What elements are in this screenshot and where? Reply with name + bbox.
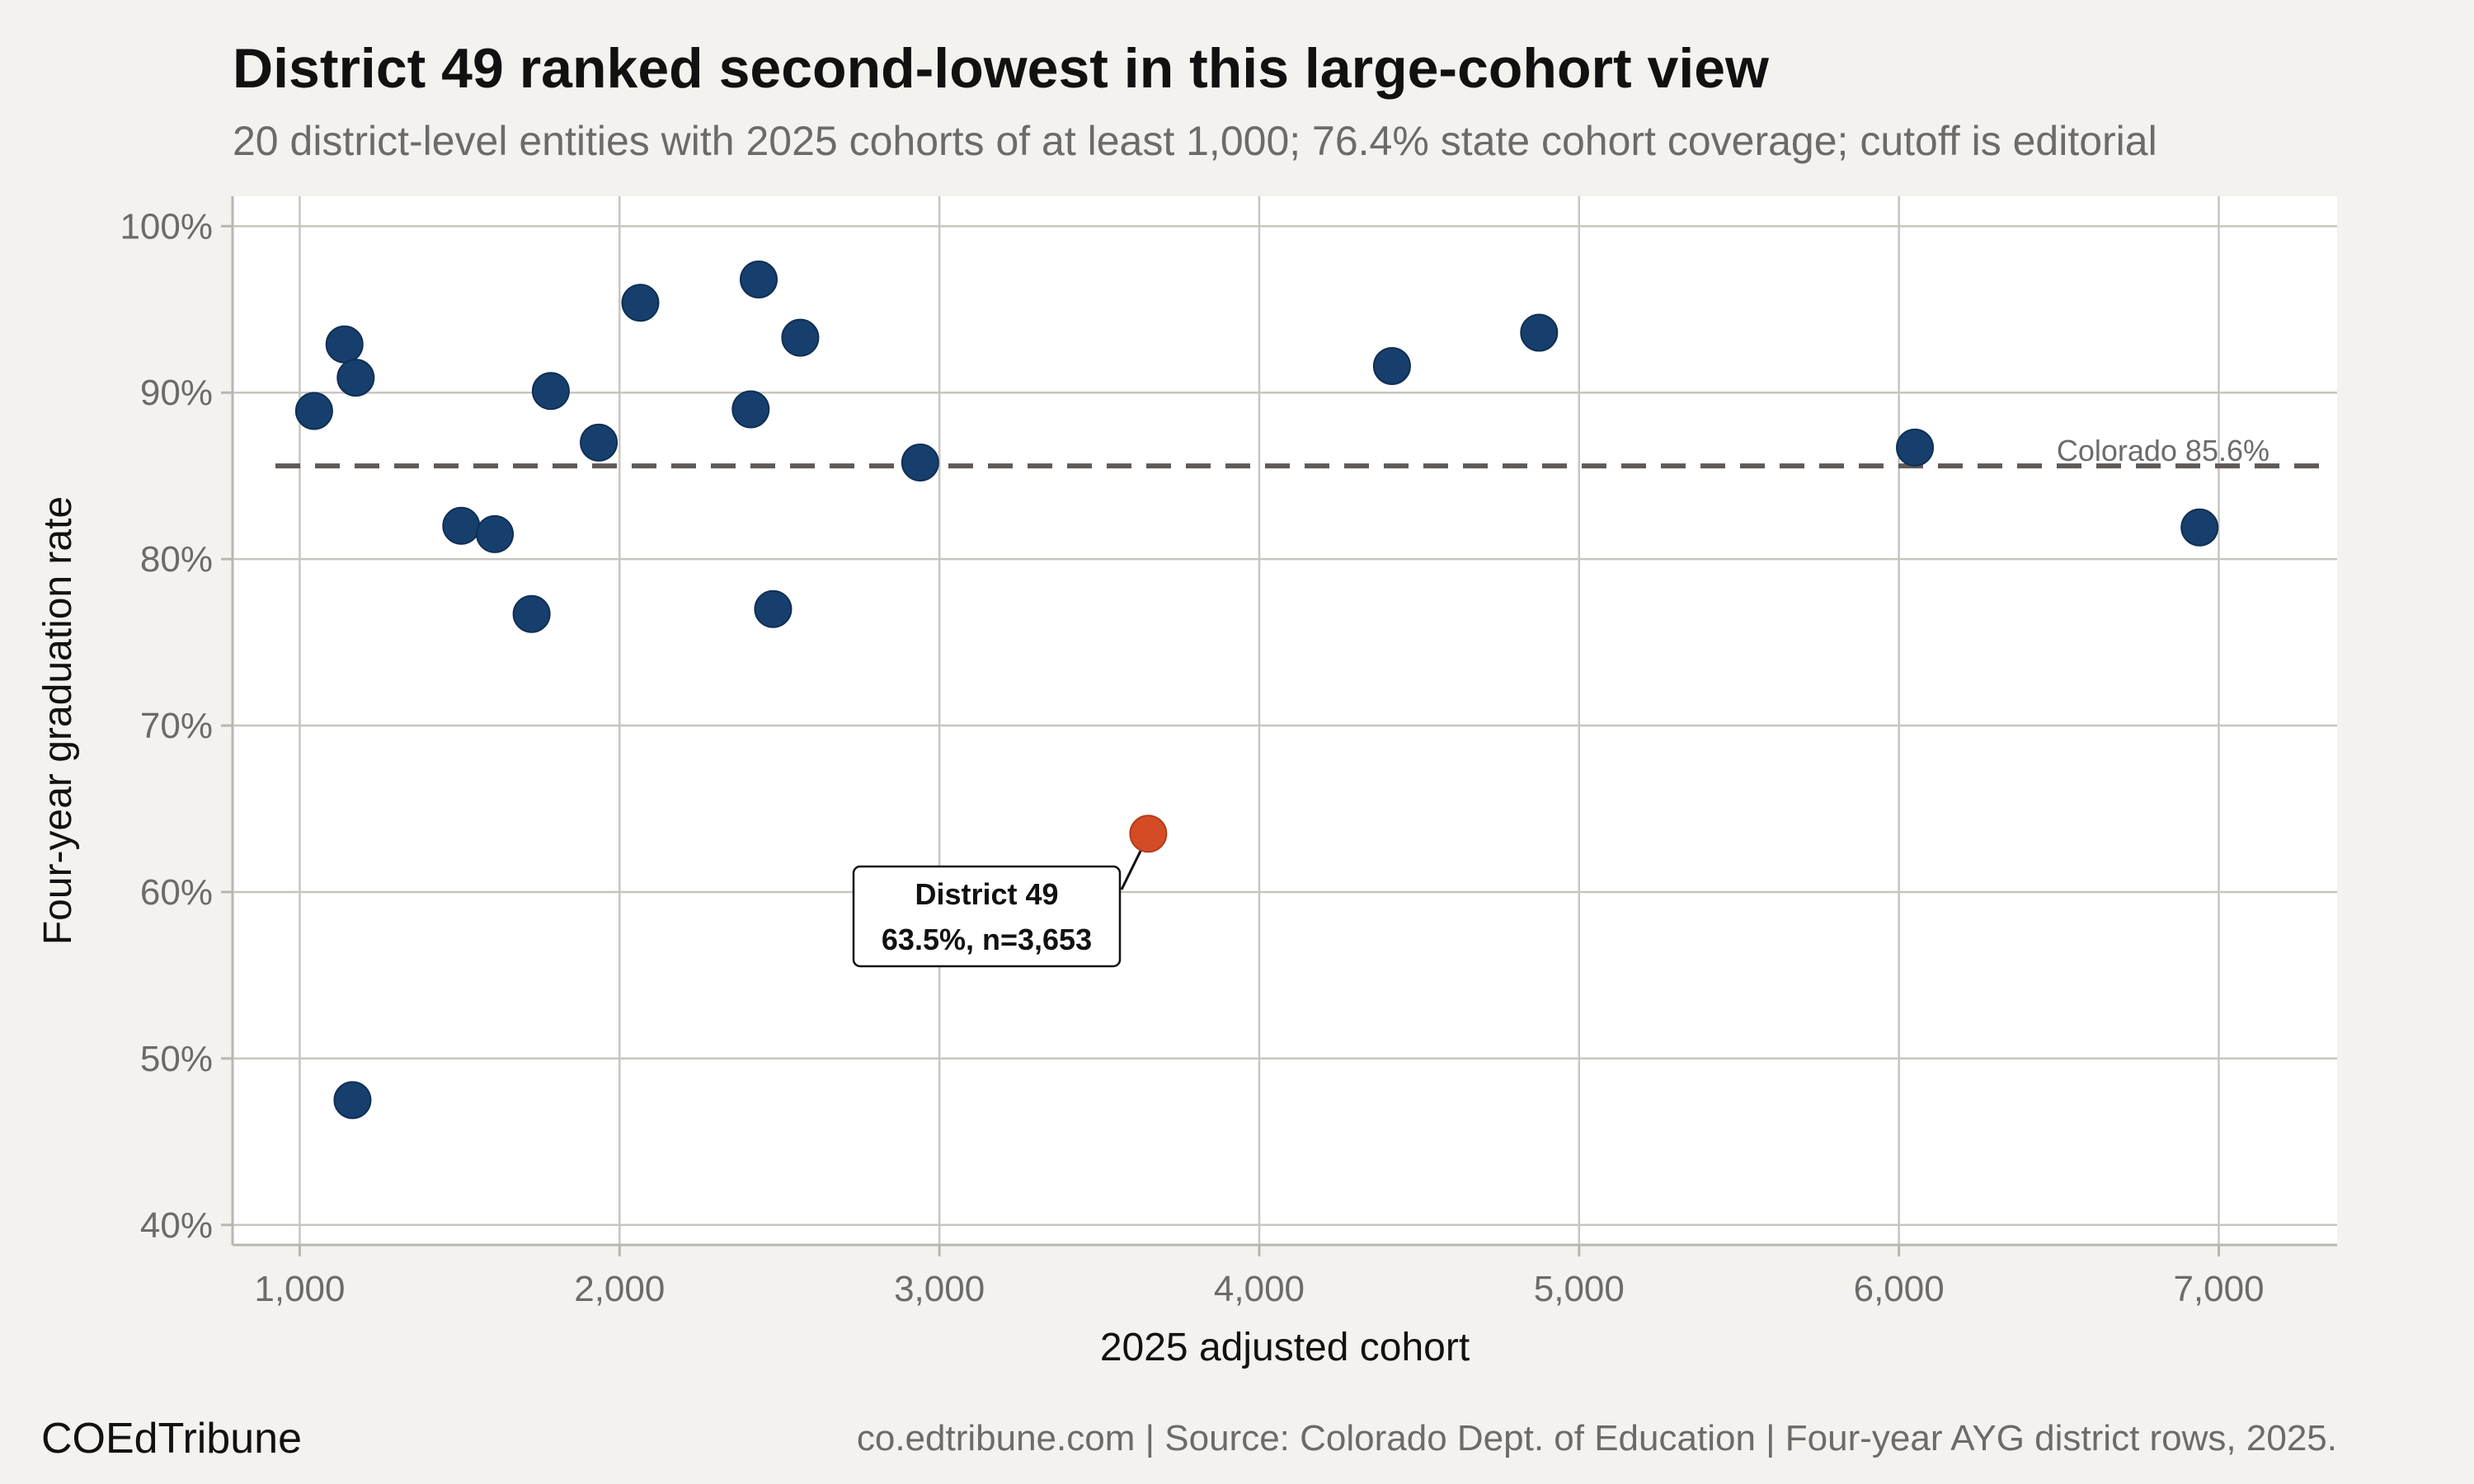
plot-panel [233,196,2337,1245]
brand-logo-text: COEdTribune [41,1415,302,1463]
reference-line-label: Colorado 85.6% [2057,434,2269,467]
data-point [531,372,570,411]
y-ticks: 40% 50% 60% 70% 80% 90% 100% [120,206,233,1246]
gridlines [233,196,2337,1245]
data-point [1520,313,1559,352]
callout-title: District 49 [915,877,1058,911]
y-tick-label: 80% [140,539,213,580]
x-axis-label: 2025 adjusted cohort [1100,1326,1470,1369]
y-axis-label: Four-year graduation rate [36,496,80,945]
data-point [901,444,939,482]
chart-title: District 49 ranked second-lowest in this… [233,37,1769,100]
data-point [294,392,333,430]
callout-box [852,865,1122,968]
y-tick-label: 70% [140,706,213,746]
y-tick-label: 60% [140,872,213,913]
data-point [781,318,820,357]
data-point [442,506,481,545]
x-ticks: 1,000 2,000 3,000 4,000 5,000 6,000 7,000 [254,1245,2265,1309]
x-tick-label: 6,000 [1854,1269,1945,1309]
data-points [294,260,2219,1120]
data-point [336,359,375,397]
data-point [580,423,618,462]
y-tick-label: 40% [140,1205,213,1246]
data-point [1896,428,1935,467]
x-tick-label: 4,000 [1214,1269,1305,1309]
reference-line-group: Colorado 85.6% [275,434,2329,469]
data-point [731,390,770,429]
callout-detail: 63.5%, n=3,653 [882,923,1092,956]
source-note: co.edtribune.com | Source: Colorado Dept… [856,1418,2337,1458]
x-tick-label: 7,000 [2173,1269,2264,1309]
x-tick-label: 2,000 [574,1269,665,1309]
data-point [621,284,660,322]
y-tick-label: 100% [120,206,213,247]
y-tick-label: 90% [140,373,213,413]
highlight-group: District 49 63.5%, n=3,653 [852,815,1168,968]
x-tick-label: 5,000 [1534,1269,1625,1309]
x-tick-label: 3,000 [894,1269,985,1309]
callout-leader-line [1120,844,1145,890]
chart-subtitle: 20 district-level entities with 2025 coh… [233,118,2157,164]
data-point [1372,346,1411,385]
data-point [2180,508,2219,547]
data-point [740,260,778,298]
data-point [512,594,551,633]
highlight-point [1129,815,1168,853]
data-point [476,514,515,553]
x-tick-label: 1,000 [254,1269,345,1309]
data-point [754,589,793,628]
data-point [333,1081,372,1120]
data-point [325,325,364,364]
y-tick-label: 50% [140,1039,213,1079]
